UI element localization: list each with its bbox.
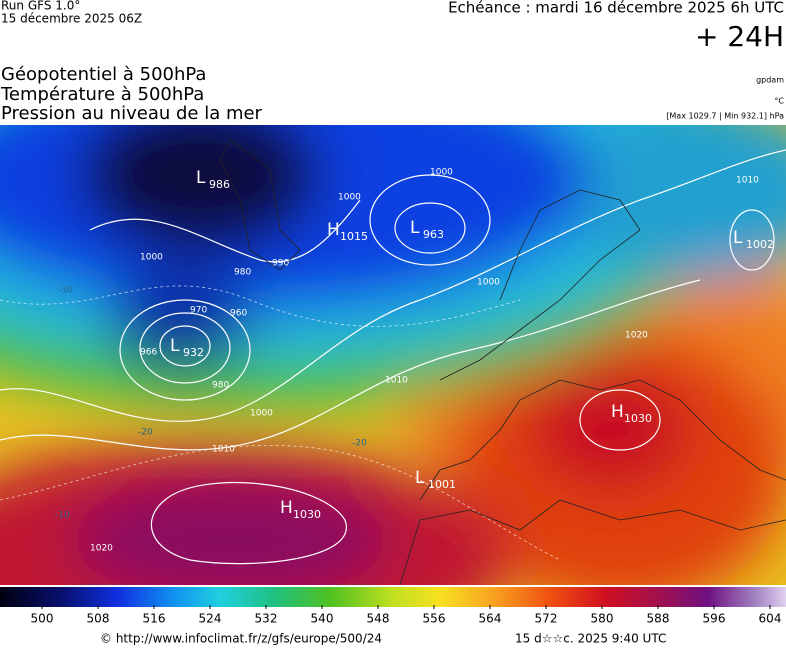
run-date: 15 décembre 2025 06Z: [1, 12, 142, 26]
colorbar-label: 500: [31, 612, 54, 626]
title: Pression au niveau de la mer: [1, 103, 263, 124]
pressure-value: 963: [423, 228, 444, 241]
isobar-label: 966: [140, 348, 157, 358]
isobar-label: 1000: [250, 409, 273, 419]
isobar-label: 1010: [736, 176, 759, 186]
colorbar-label: 588: [647, 612, 670, 626]
isotherm-label: -30: [58, 286, 73, 296]
isobar-label: 1000: [430, 168, 453, 178]
isotherm-label: -10: [55, 511, 70, 521]
unit: [Max 1029.7 | Min 932.1] hPa: [666, 112, 784, 121]
lead-time: + 24H: [695, 20, 784, 53]
isobar-label: 1010: [385, 376, 408, 386]
colorbar-label: 524: [199, 612, 222, 626]
unit: °C: [774, 97, 784, 106]
isobar-label: 1020: [625, 331, 648, 341]
isobar-label: 980: [234, 268, 251, 278]
pressure-symbol: H: [280, 498, 293, 518]
isobar-label: 1020: [90, 544, 113, 554]
pressure-value: 1030: [624, 412, 652, 425]
pressure-symbol: L: [170, 336, 180, 356]
colorbar-label: 516: [143, 612, 166, 626]
colorbar-label: 596: [703, 612, 726, 626]
colorbar-label: 572: [535, 612, 558, 626]
valid-time: Echéance : mardi 16 décembre 2025 6h UTC: [448, 0, 784, 17]
unit: gpdam: [756, 76, 784, 85]
pressure-value: 1030: [293, 508, 321, 521]
isobar-label: 990: [272, 259, 289, 269]
pressure-value: 986: [209, 178, 230, 191]
pressure-symbol: H: [611, 402, 624, 422]
colorbar-label: 564: [479, 612, 502, 626]
pressure-value: 1002: [746, 238, 774, 251]
isobar-label: 1010: [212, 445, 235, 455]
pressure-symbol: L: [196, 168, 206, 188]
pressure-value: 1001: [428, 478, 456, 491]
title: Géopotentiel à 500hPa: [1, 64, 206, 85]
colorbar-label: 508: [87, 612, 110, 626]
isobar-label: 960: [230, 309, 247, 319]
pressure-symbol: L: [733, 228, 743, 248]
isobar-label: 1000: [338, 193, 361, 203]
isotherm-label: -20: [352, 439, 367, 449]
source-url: © http://www.infoclimat.fr/z/gfs/europe/…: [100, 632, 382, 646]
isobar-label: 1000: [140, 253, 163, 263]
pressure-value: 1015: [340, 230, 368, 243]
colorbar-label: 604: [759, 612, 782, 626]
isobar-label: 970: [190, 306, 207, 316]
colorbar-label: 532: [255, 612, 278, 626]
pressure-symbol: H: [327, 220, 340, 240]
pressure-symbol: L: [410, 218, 420, 238]
colorbar: [0, 587, 786, 607]
pressure-symbol: L: [415, 468, 425, 488]
colorbar-label: 556: [423, 612, 446, 626]
run-label: Run GFS 1.0°: [1, 0, 80, 13]
title: Température à 500hPa: [0, 84, 204, 105]
colorbar-label: 580: [591, 612, 614, 626]
pressure-value: 932: [183, 346, 204, 359]
isotherm-label: -20: [138, 428, 153, 438]
issue-date: 15 d☆☆c. 2025 9:40 UTC: [515, 632, 666, 646]
colorbar-label: 540: [311, 612, 334, 626]
colorbar-label: 548: [367, 612, 390, 626]
isobar-label: 980: [212, 381, 229, 391]
isobar-label: 1000: [477, 278, 500, 288]
